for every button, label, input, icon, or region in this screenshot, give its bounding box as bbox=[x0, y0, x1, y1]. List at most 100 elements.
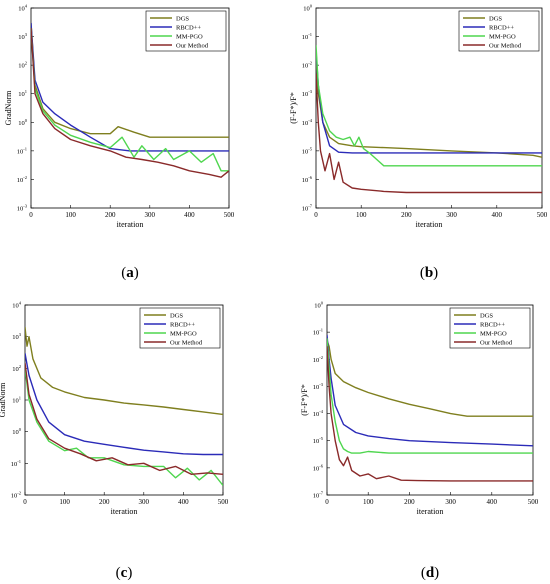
caption-close-paren: ) bbox=[434, 565, 439, 581]
y-tick-exponent: 0 bbox=[19, 427, 22, 432]
series-group bbox=[25, 327, 223, 486]
y-tick-label: 101 bbox=[12, 396, 21, 405]
y-tick-base: 10 bbox=[302, 206, 309, 213]
y-tick-exponent: 2 bbox=[25, 61, 27, 66]
x-tick-label: 100 bbox=[363, 498, 374, 506]
x-tick-label: 500 bbox=[528, 498, 539, 506]
x-tick-label: 0 bbox=[23, 498, 27, 506]
y-tick-exponent: -3 bbox=[308, 89, 312, 94]
y-tick-label: 100 bbox=[303, 4, 313, 13]
y-tick-label: 10-1 bbox=[313, 328, 323, 337]
x-axis-label: iteration bbox=[416, 220, 443, 229]
y-tick-base: 10 bbox=[302, 34, 309, 41]
caption-open-paren: ( bbox=[116, 565, 121, 581]
y-tick-label: 10-4 bbox=[302, 118, 313, 127]
y-tick-label: 10-1 bbox=[11, 459, 21, 468]
panel-caption: (a) bbox=[121, 265, 139, 281]
series-line-rbcd- bbox=[25, 353, 223, 456]
chart-panel-a: 0 100 200 300 400 50010-310-210-1100101102103… bbox=[4, 4, 235, 282]
y-tick-base: 10 bbox=[314, 303, 321, 310]
y-tick-exponent: -5 bbox=[319, 436, 323, 441]
y-tick-label: 10-6 bbox=[313, 463, 324, 472]
y-tick-label: 10-6 bbox=[302, 175, 313, 184]
x-tick-label: 100 bbox=[59, 498, 70, 506]
caption-close-paren: ) bbox=[433, 265, 438, 281]
legend: DGS RBCD++ MM-PGO Our Method bbox=[145, 10, 227, 52]
y-tick-base: 10 bbox=[302, 63, 309, 70]
y-tick-base: 10 bbox=[302, 148, 309, 155]
y-tick-exponent: -3 bbox=[23, 204, 27, 209]
series-line-our-method bbox=[31, 27, 229, 178]
chart-panel-c: 0 100 200 300 400 50010-210-1100101102103104i… bbox=[0, 301, 229, 582]
x-tick-label: 400 bbox=[492, 211, 503, 219]
y-tick-base: 10 bbox=[18, 34, 25, 41]
legend-label: DGS bbox=[489, 16, 502, 23]
y-tick-label: 104 bbox=[18, 4, 28, 13]
y-tick-base: 10 bbox=[12, 398, 19, 405]
series-group bbox=[327, 334, 533, 482]
y-tick-exponent: -1 bbox=[308, 32, 312, 37]
series-line-rbcd- bbox=[316, 51, 542, 154]
legend-label: MM-PGO bbox=[480, 331, 507, 338]
y-tick-exponent: 0 bbox=[310, 4, 313, 9]
y-tick-exponent: -4 bbox=[319, 409, 323, 414]
legend-label: RBCD++ bbox=[489, 25, 514, 32]
y-tick-label: 103 bbox=[18, 32, 28, 41]
y-tick-base: 10 bbox=[17, 177, 24, 184]
y-tick-exponent: -5 bbox=[308, 146, 312, 151]
y-tick-label: 100 bbox=[314, 301, 324, 310]
caption-open-paren: ( bbox=[121, 265, 126, 281]
x-axis-label: iteration bbox=[111, 507, 138, 516]
x-axis-label: iteration bbox=[117, 220, 144, 229]
y-tick-base: 10 bbox=[313, 465, 320, 472]
y-tick-base: 10 bbox=[18, 120, 25, 127]
y-tick-base: 10 bbox=[18, 91, 25, 98]
y-tick-label: 10-2 bbox=[313, 355, 323, 364]
y-tick-exponent: -3 bbox=[319, 382, 323, 387]
x-tick-label: 400 bbox=[184, 211, 195, 219]
y-axis-label: (F-F*)/F* bbox=[300, 384, 309, 416]
y-tick-exponent: 4 bbox=[19, 301, 22, 306]
y-tick-label: 10-3 bbox=[302, 89, 313, 98]
y-tick-exponent: 1 bbox=[19, 396, 21, 401]
y-tick-label: 10-3 bbox=[313, 382, 324, 391]
legend-label: MM-PGO bbox=[489, 34, 516, 41]
legend-label: RBCD++ bbox=[480, 322, 505, 329]
y-tick-exponent: -2 bbox=[23, 175, 27, 180]
x-tick-label: 0 bbox=[314, 211, 318, 219]
x-tick-label: 200 bbox=[105, 211, 116, 219]
x-tick-label: 300 bbox=[145, 211, 156, 219]
legend-label: Our Method bbox=[489, 43, 522, 50]
x-axis-label: iteration bbox=[417, 507, 444, 516]
y-tick-label: 102 bbox=[12, 364, 21, 373]
legend: DGS RBCD++ MM-PGO Our Method bbox=[458, 10, 540, 52]
legend-label: Our Method bbox=[176, 43, 209, 50]
series-group bbox=[31, 22, 229, 178]
y-tick-base: 10 bbox=[313, 493, 320, 500]
legend: DGS RBCD++ MM-PGO Our Method bbox=[139, 307, 221, 349]
y-tick-base: 10 bbox=[302, 120, 309, 127]
legend-label: DGS bbox=[170, 313, 183, 320]
series-line-mm-pgo bbox=[31, 27, 229, 172]
y-tick-label: 100 bbox=[18, 118, 28, 127]
y-tick-label: 10-2 bbox=[11, 491, 21, 500]
x-tick-label: 300 bbox=[445, 498, 456, 506]
caption-letter: d bbox=[426, 565, 435, 581]
y-tick-base: 10 bbox=[313, 384, 320, 391]
y-tick-base: 10 bbox=[303, 6, 310, 13]
x-tick-label: 100 bbox=[356, 211, 367, 219]
panel-caption: (d) bbox=[421, 565, 439, 581]
y-tick-exponent: -1 bbox=[319, 328, 323, 333]
series-line-our-method bbox=[327, 346, 533, 482]
y-tick-base: 10 bbox=[12, 303, 19, 310]
x-tick-label: 300 bbox=[446, 211, 457, 219]
y-tick-exponent: 0 bbox=[25, 118, 28, 123]
legend-label: RBCD++ bbox=[170, 322, 195, 329]
legend-label: MM-PGO bbox=[176, 34, 203, 41]
chart-panel-d: 0 100 200 300 400 50010-710-610-510-410-310-2… bbox=[300, 301, 539, 582]
y-tick-exponent: -2 bbox=[17, 491, 21, 496]
y-tick-base: 10 bbox=[18, 63, 25, 70]
y-axis-label: GradNorm bbox=[0, 382, 7, 417]
y-tick-exponent: -1 bbox=[17, 459, 21, 464]
